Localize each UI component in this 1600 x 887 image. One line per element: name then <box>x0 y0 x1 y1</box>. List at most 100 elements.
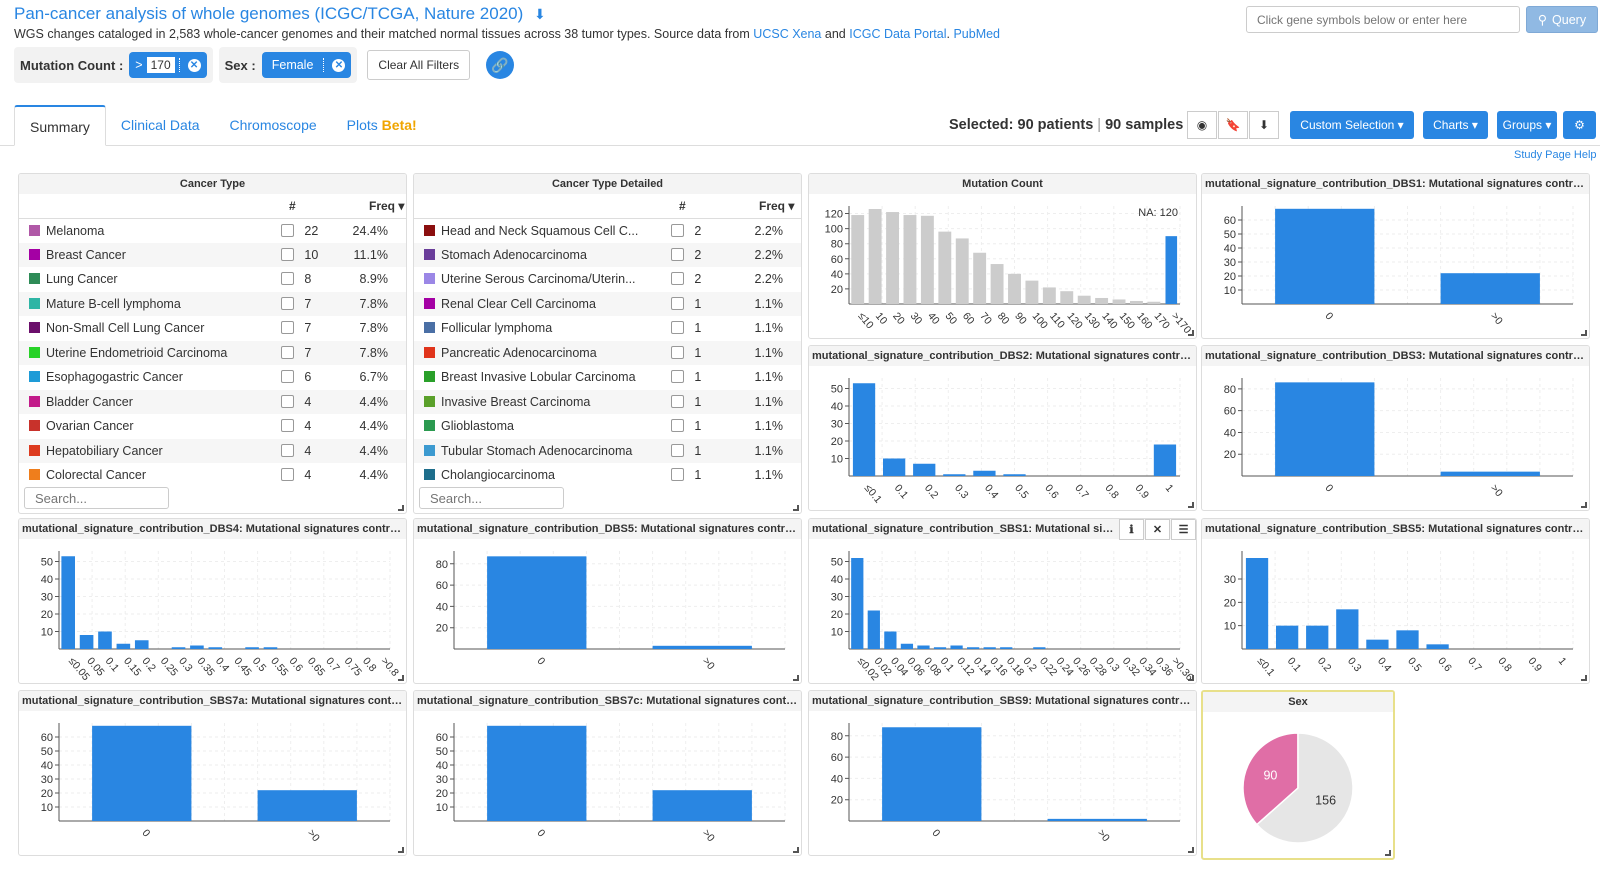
row-checkbox[interactable] <box>281 223 294 237</box>
bar[interactable] <box>851 558 864 649</box>
row-checkbox[interactable] <box>281 272 294 286</box>
bar[interactable] <box>973 470 996 476</box>
charts-button[interactable]: Charts ▾ <box>1423 111 1488 139</box>
bar[interactable] <box>98 631 112 650</box>
table-row[interactable]: Pancreatic Adenocarcinoma 1 1.1% <box>414 340 801 365</box>
download-data-icon[interactable]: ⬇ <box>1249 111 1279 139</box>
bar[interactable] <box>1025 280 1039 304</box>
bar[interactable] <box>1440 273 1540 304</box>
bar[interactable] <box>245 647 259 649</box>
bar[interactable] <box>1165 236 1178 304</box>
groups-button[interactable]: Groups ▾ <box>1497 111 1557 139</box>
menu-icon[interactable]: ☰ <box>1171 519 1196 540</box>
bar[interactable] <box>868 209 882 304</box>
bar[interactable] <box>1000 647 1013 649</box>
bar[interactable] <box>903 215 917 304</box>
resize-handle[interactable] <box>1188 330 1194 336</box>
bar[interactable] <box>1112 299 1126 304</box>
bar-chart[interactable]: 20 40 60 80 0 >0 <box>414 539 801 683</box>
tab-summary[interactable]: Summary <box>14 105 106 146</box>
row-checkbox[interactable] <box>281 345 294 359</box>
resize-handle[interactable] <box>1385 850 1391 856</box>
bar[interactable] <box>1147 301 1161 304</box>
resize-handle[interactable] <box>793 505 799 511</box>
bar-chart[interactable]: 10 20 30 40 50 ≤0.1 0.1 0.2 0.3 0.4 0.5 0.6 0.7 0.8 0.… <box>809 366 1196 510</box>
gene-search-input[interactable] <box>1246 6 1520 33</box>
resize-handle[interactable] <box>398 505 404 511</box>
bar-chart[interactable]: 20 40 60 80 0 >0 <box>1202 366 1589 510</box>
row-checkbox[interactable] <box>671 394 684 408</box>
bar[interactable] <box>973 252 987 304</box>
row-checkbox[interactable] <box>281 247 294 261</box>
freq-column-header[interactable]: Freq ▾ <box>729 194 801 219</box>
bar[interactable] <box>652 645 752 649</box>
table-row[interactable]: Follicular lymphoma 1 1.1% <box>414 316 801 341</box>
bar[interactable] <box>171 647 186 649</box>
row-checkbox[interactable] <box>281 394 294 408</box>
row-checkbox[interactable] <box>281 443 294 457</box>
resize-handle[interactable] <box>1581 675 1587 681</box>
bar-chart[interactable]: 1020304050≤0.020.020.040.060.080.10.120.… <box>809 539 1196 683</box>
bar[interactable] <box>190 645 204 650</box>
bar-chart[interactable]: 20 40 60 80 0 >0 <box>809 711 1196 855</box>
table-row[interactable]: Breast Cancer 10 11.1% <box>19 242 406 267</box>
bar[interactable] <box>1275 382 1375 476</box>
cancer-type-search-input[interactable] <box>24 487 169 509</box>
freq-column-header[interactable]: Freq ▾ <box>339 194 406 219</box>
table-row[interactable]: Tubular Stomach Adenocarcinoma 1 1.1% <box>414 438 801 463</box>
table-row[interactable]: Breast Invasive Lobular Carcinoma 1 1.1% <box>414 365 801 390</box>
table-row[interactable]: Non-Small Cell Lung Cancer 7 7.8% <box>19 316 406 341</box>
bar[interactable] <box>1060 291 1074 304</box>
bar[interactable] <box>933 647 947 649</box>
bar[interactable] <box>1033 647 1046 649</box>
bar[interactable] <box>116 643 131 649</box>
count-column-header[interactable]: # <box>281 194 339 219</box>
user-icon[interactable]: ◉ <box>1187 111 1217 139</box>
bar[interactable] <box>955 238 969 304</box>
settings-gear-icon[interactable]: ⚙ <box>1563 111 1596 139</box>
bar[interactable] <box>867 610 880 650</box>
row-checkbox[interactable] <box>671 345 684 359</box>
bar[interactable] <box>61 556 75 649</box>
bar[interactable] <box>884 631 897 650</box>
bar[interactable] <box>886 212 899 304</box>
bar[interactable] <box>92 725 192 821</box>
bar[interactable] <box>883 458 906 477</box>
row-checkbox[interactable] <box>671 296 684 310</box>
bar[interactable] <box>1077 295 1091 304</box>
resize-handle[interactable] <box>1188 847 1194 853</box>
bar[interactable] <box>487 556 587 649</box>
row-checkbox[interactable] <box>671 443 684 457</box>
cancer-type-detailed-search-input[interactable] <box>419 487 564 509</box>
table-row[interactable]: Colorectal Cancer 4 4.4% <box>19 463 406 488</box>
bar[interactable] <box>263 647 278 649</box>
pie-slice-female[interactable] <box>1242 732 1299 826</box>
bar-chart[interactable]: 10 20 30 40 50 60 0 >0 <box>1202 194 1589 338</box>
close-icon[interactable]: ✕ <box>1145 519 1170 540</box>
bar[interactable] <box>913 463 936 476</box>
bar[interactable] <box>1003 474 1026 476</box>
table-row[interactable]: Cholangiocarcinoma 1 1.1% <box>414 463 801 488</box>
bar[interactable] <box>920 215 934 304</box>
sex-pie-chart[interactable]: 90 156 <box>1203 712 1393 858</box>
row-checkbox[interactable] <box>671 223 684 237</box>
row-checkbox[interactable] <box>281 419 294 433</box>
query-button[interactable]: ⚲ Query <box>1526 6 1598 33</box>
bar[interactable] <box>1008 273 1021 304</box>
bar[interactable] <box>1245 558 1269 649</box>
resize-handle[interactable] <box>398 847 404 853</box>
bar[interactable] <box>1366 639 1389 649</box>
row-checkbox[interactable] <box>281 321 294 335</box>
bar[interactable] <box>1047 818 1147 821</box>
table-row[interactable]: Invasive Breast Carcinoma 1 1.1% <box>414 389 801 414</box>
bar[interactable] <box>1153 444 1177 477</box>
clear-filters-button[interactable]: Clear All Filters <box>367 50 471 80</box>
bar[interactable] <box>134 640 149 649</box>
pie-slice-male[interactable] <box>1255 732 1354 844</box>
bar[interactable] <box>1336 609 1359 649</box>
bar[interactable] <box>882 727 982 821</box>
tab-clinical-data[interactable]: Clinical Data <box>120 117 200 133</box>
row-checkbox[interactable] <box>671 370 684 384</box>
bar[interactable] <box>79 635 94 649</box>
